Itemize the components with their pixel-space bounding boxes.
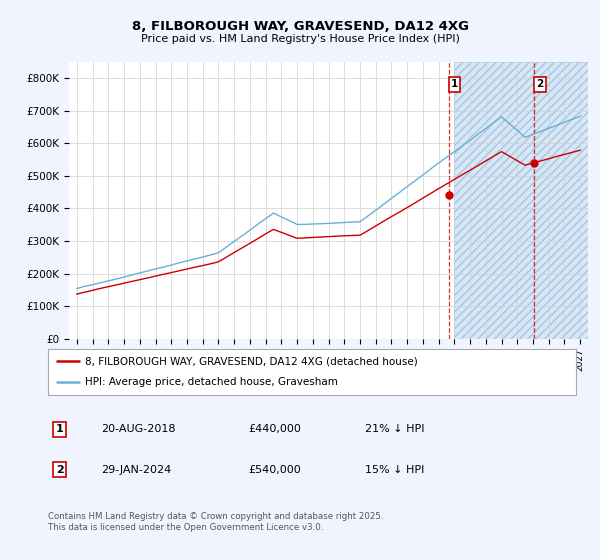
Text: 8, FILBOROUGH WAY, GRAVESEND, DA12 4XG: 8, FILBOROUGH WAY, GRAVESEND, DA12 4XG bbox=[131, 20, 469, 32]
Text: 8, FILBOROUGH WAY, GRAVESEND, DA12 4XG (detached house): 8, FILBOROUGH WAY, GRAVESEND, DA12 4XG (… bbox=[85, 356, 418, 366]
Bar bbox=[454, 62, 588, 339]
Text: £440,000: £440,000 bbox=[248, 424, 302, 434]
Text: HPI: Average price, detached house, Gravesham: HPI: Average price, detached house, Grav… bbox=[85, 377, 338, 388]
Text: 21% ↓ HPI: 21% ↓ HPI bbox=[365, 424, 424, 434]
Text: Contains HM Land Registry data © Crown copyright and database right 2025.
This d: Contains HM Land Registry data © Crown c… bbox=[48, 512, 383, 532]
Text: 29-JAN-2024: 29-JAN-2024 bbox=[101, 465, 171, 475]
Text: 1: 1 bbox=[451, 80, 458, 90]
Text: 1: 1 bbox=[56, 424, 64, 434]
Text: 2: 2 bbox=[536, 80, 544, 90]
Text: £540,000: £540,000 bbox=[248, 465, 301, 475]
Text: 20-AUG-2018: 20-AUG-2018 bbox=[101, 424, 175, 434]
Text: Price paid vs. HM Land Registry's House Price Index (HPI): Price paid vs. HM Land Registry's House … bbox=[140, 34, 460, 44]
Text: 15% ↓ HPI: 15% ↓ HPI bbox=[365, 465, 424, 475]
Text: 2: 2 bbox=[56, 465, 64, 475]
Bar bbox=[454, 62, 588, 339]
